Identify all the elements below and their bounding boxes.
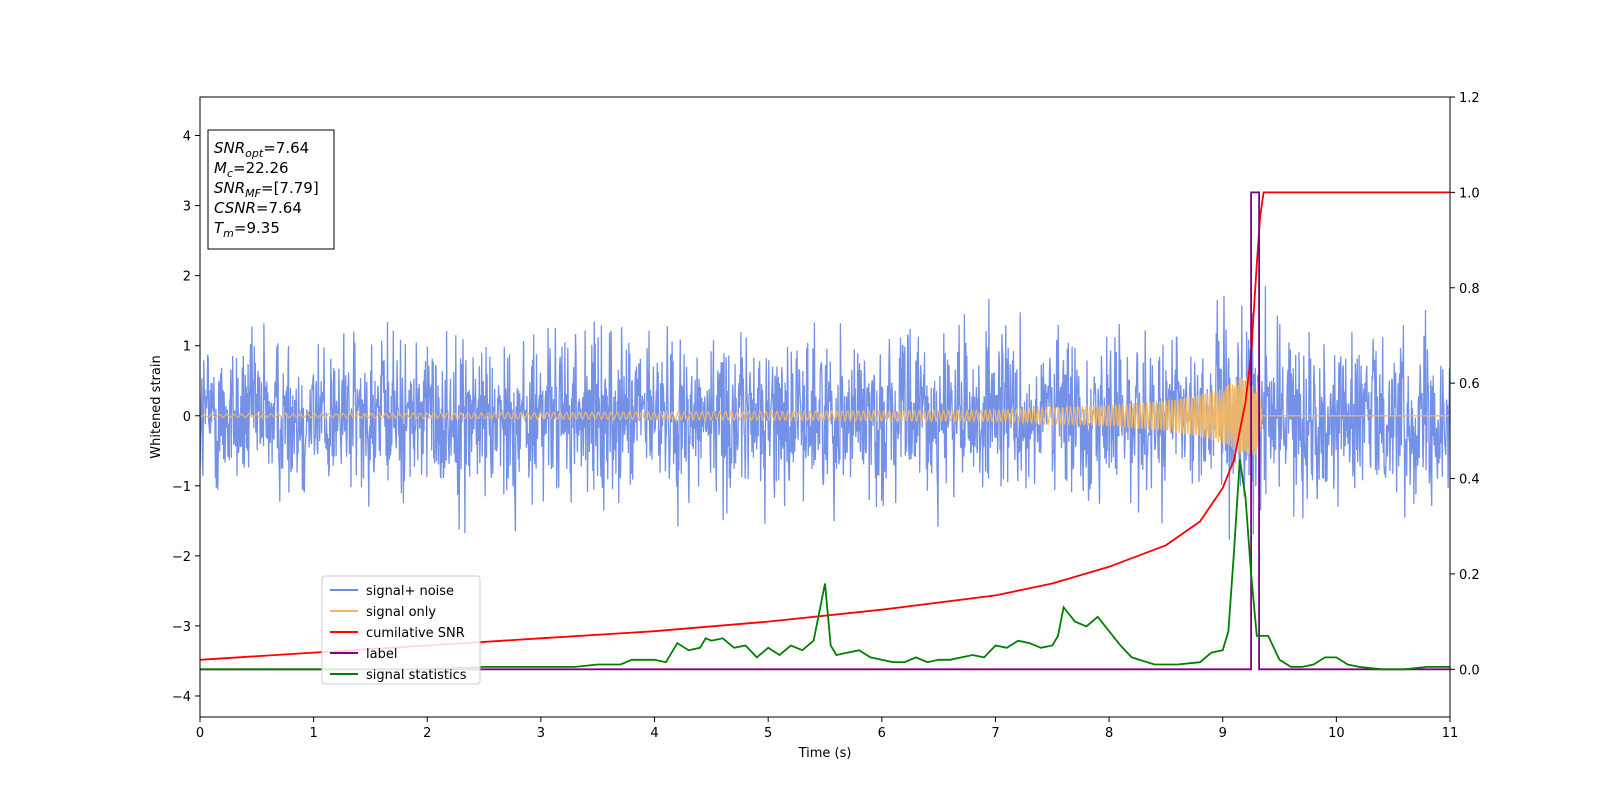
annotation-line: Tm=9.35 bbox=[214, 219, 280, 240]
legend-entry-label: signal+ noise bbox=[366, 584, 454, 599]
annotation-line: SNRopt=7.64 bbox=[214, 139, 309, 160]
series-signal-only-line bbox=[200, 374, 1450, 457]
annotation-line: SNRMF=[7.79] bbox=[214, 179, 319, 200]
y-tick-label: 3 bbox=[183, 200, 191, 215]
y-tick-label: −3 bbox=[172, 620, 191, 635]
y2-tick-label: 0.4 bbox=[1459, 473, 1480, 488]
x-axis-label: Time (s) bbox=[798, 746, 852, 761]
legend: signal+ noise signal only cumilative SNR la… bbox=[321, 575, 481, 685]
annotation-frame bbox=[207, 129, 335, 250]
y-axis-label: Whitened strain bbox=[149, 355, 164, 458]
x-tick-label: 7 bbox=[991, 726, 999, 741]
y2-tick-label: 1.0 bbox=[1459, 186, 1480, 201]
x-tick-label: 1 bbox=[309, 726, 317, 741]
series-layer bbox=[200, 191, 1450, 671]
series-signal-noise-line bbox=[200, 286, 1450, 540]
y-tick-label: 1 bbox=[183, 340, 191, 355]
plot-frame bbox=[199, 96, 1451, 718]
y2-tick-label: 1.2 bbox=[1459, 91, 1480, 106]
x-tick-label: 8 bbox=[1105, 726, 1113, 741]
plot-area bbox=[200, 191, 1450, 671]
x-tick-label: 10 bbox=[1328, 726, 1345, 741]
legend-frame bbox=[321, 575, 481, 685]
annotation-line: CSNR=7.64 bbox=[214, 199, 302, 217]
y2-tick-label: 0.0 bbox=[1459, 663, 1480, 678]
y-tick-label: −4 bbox=[172, 690, 191, 705]
x-tick-label: 11 bbox=[1442, 726, 1459, 741]
axis-ticks: 0 1 2 3 4 5 6 7 8 9 10 1143210−1−2−3−41.21.00.80.60… bbox=[172, 91, 1480, 741]
y2-tick-label: 0.8 bbox=[1459, 282, 1480, 297]
x-tick-label: 0 bbox=[196, 726, 204, 741]
y2-tick-label: 0.2 bbox=[1459, 568, 1480, 583]
x-tick-label: 5 bbox=[764, 726, 772, 741]
y-tick-label: 0 bbox=[183, 410, 191, 425]
y-tick-label: 4 bbox=[183, 130, 191, 145]
series-cumulative-snr-line bbox=[200, 191, 1450, 661]
x-tick-label: 6 bbox=[878, 726, 886, 741]
series-label-line bbox=[200, 191, 1450, 671]
annotation-line: Mc=22.26 bbox=[214, 159, 289, 180]
legend-entry-label: label bbox=[366, 647, 397, 662]
x-tick-label: 3 bbox=[537, 726, 545, 741]
y2-tick-label: 0.6 bbox=[1459, 377, 1480, 392]
y-tick-label: −1 bbox=[172, 480, 191, 495]
legend-entry-label: signal only bbox=[366, 605, 436, 620]
y-tick-label: 2 bbox=[183, 270, 191, 285]
y-tick-label: −2 bbox=[172, 550, 191, 565]
parameter-annotation-box: SNRopt=7.64Mc=22.26SNRMF=[7.79]CSNR=7.64… bbox=[207, 129, 335, 250]
legend-entry-label: signal statistics bbox=[366, 668, 467, 683]
legend-entry-label: cumilative SNR bbox=[366, 626, 465, 641]
x-tick-label: 9 bbox=[1219, 726, 1227, 741]
x-tick-label: 2 bbox=[423, 726, 431, 741]
x-tick-label: 4 bbox=[650, 726, 658, 741]
series-signal-statistics-line bbox=[200, 459, 1450, 671]
